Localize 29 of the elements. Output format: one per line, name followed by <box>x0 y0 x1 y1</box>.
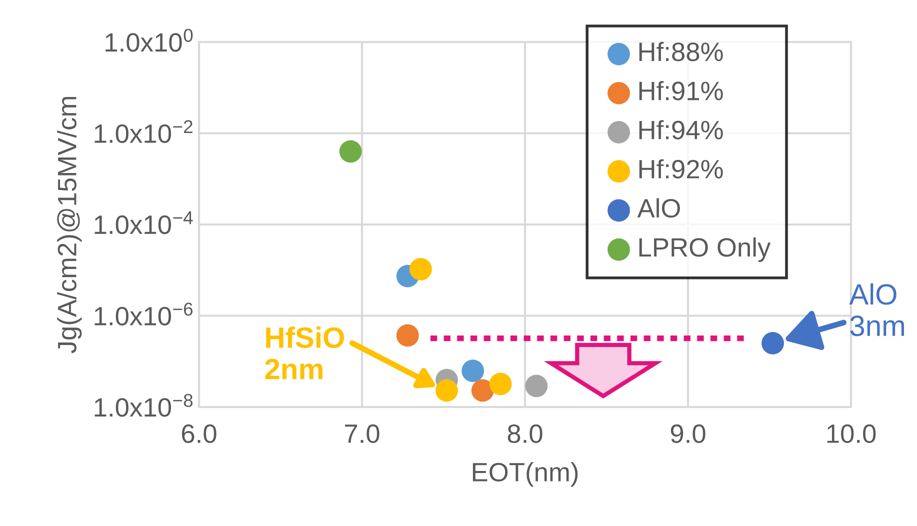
point <box>489 372 512 396</box>
legend-label: Hf:88% <box>639 42 723 62</box>
x-tick-label: 8.0 <box>508 424 542 444</box>
point <box>462 360 484 382</box>
point <box>471 379 494 402</box>
legend-label: Hf:91% <box>639 80 723 100</box>
annotation: HfSiO 2nm <box>265 326 344 380</box>
legend-label: AlO <box>637 198 680 218</box>
point <box>525 374 548 398</box>
legend-label: Hf:92% <box>639 159 723 179</box>
x-axis-title: EOT(nm) <box>472 462 578 487</box>
y-tick-label: 1.0x10$^{0}$ <box>106 28 193 52</box>
point <box>436 379 458 402</box>
point <box>396 324 419 347</box>
y-axis-title: Jg(A/cm2)@15MV/cm <box>57 97 82 354</box>
point <box>762 332 784 354</box>
point <box>339 140 362 163</box>
y-tick-label: 1.0x10$^{−8}$ <box>94 394 193 417</box>
point <box>409 258 432 280</box>
y-tick-label: 1.0x10$^{−2}$ <box>94 120 192 144</box>
legend-label: LPRO Only <box>639 237 771 262</box>
x-tick-label: 10.0 <box>827 424 876 444</box>
y-tick-label: 1.0x10$^{−6}$ <box>94 302 193 326</box>
legend-label: Hf:94% <box>639 120 723 140</box>
y-tick-label: 1.0x10$^{−4}$ <box>94 211 193 234</box>
x-tick-label: 6.0 <box>182 424 216 444</box>
x-tick-label: 9.0 <box>670 424 706 444</box>
annotation: AlO 3nm <box>849 283 904 336</box>
x-tick-label: 7.0 <box>345 424 380 444</box>
